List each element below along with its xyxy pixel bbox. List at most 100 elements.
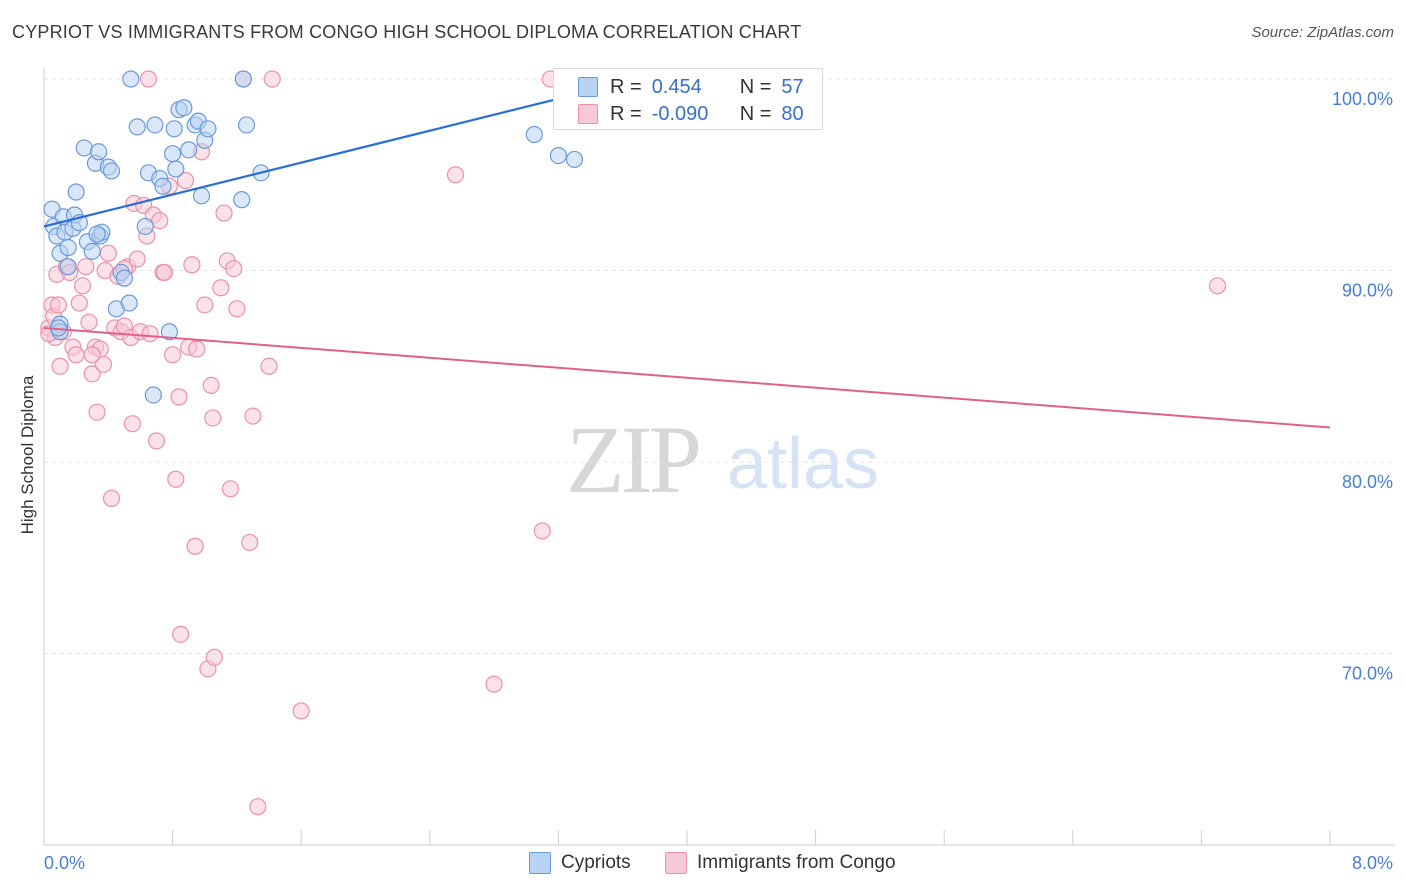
correlation-legend: R = 0.454 N = 57 R = -0.090 N = 80 [553, 68, 823, 130]
point-congo [170, 388, 188, 406]
axes [43, 68, 1395, 846]
point-congo [446, 166, 465, 184]
y-tick-label: 100.0% [1332, 89, 1393, 109]
legend-n-value: 80 [781, 102, 804, 125]
point-congo [155, 263, 174, 282]
point-congo [73, 277, 92, 295]
point-cypriots [192, 187, 211, 205]
point-cypriots [233, 191, 251, 209]
point-congo [204, 409, 222, 427]
point-cypriots [120, 294, 138, 312]
point-congo [102, 489, 121, 507]
tick-labels: 70.0% 80.0% 90.0% 100.0% 0.0% 8.0% [44, 89, 1393, 873]
legend-swatch-pink [665, 852, 687, 874]
point-congo [128, 250, 146, 268]
series-congo [40, 70, 1227, 816]
series-cypriots [43, 70, 584, 404]
trend-line-cypriots [43, 81, 623, 228]
point-congo [260, 357, 278, 375]
gridlines [44, 78, 1395, 654]
watermark-zip: ZIP [566, 406, 699, 513]
legend-n-label: N = [739, 75, 772, 98]
point-congo [212, 279, 230, 297]
point-cypriots [175, 99, 193, 117]
point-cypriots [128, 118, 146, 136]
trend-line-congo [43, 326, 1331, 429]
point-congo [244, 407, 262, 425]
y-tick-label: 70.0% [1342, 664, 1393, 684]
point-cypriots [549, 147, 568, 165]
point-cypriots [234, 70, 252, 88]
legend-swatch-blue [529, 852, 551, 874]
point-congo [67, 346, 85, 364]
point-cypriots [59, 258, 77, 276]
y-tick-label: 90.0% [1342, 281, 1393, 301]
point-congo [485, 675, 503, 693]
point-cypriots [160, 323, 178, 341]
point-congo [263, 70, 281, 88]
point-cypriots [102, 162, 121, 180]
point-congo [151, 212, 169, 230]
point-congo [292, 702, 310, 720]
x-tick-label-min: 0.0% [44, 853, 85, 873]
point-cypriots [199, 120, 217, 138]
series-legend: Cypriots Immigrants from Congo [0, 852, 1406, 878]
x-tick-label-max: 8.0% [1352, 853, 1393, 873]
point-congo [139, 70, 158, 88]
point-congo [202, 376, 220, 394]
point-cypriots [167, 160, 185, 178]
point-congo [80, 313, 98, 331]
legend-swatch-pink [578, 104, 598, 124]
point-cypriots [154, 177, 172, 195]
point-congo [183, 256, 201, 274]
point-cypriots [164, 145, 182, 163]
legend-r-value: 0.454 [651, 75, 702, 98]
legend-n-value: 57 [781, 75, 804, 98]
point-cypriots [88, 225, 106, 243]
point-congo [186, 537, 204, 555]
point-cypriots [122, 70, 140, 88]
point-cypriots [165, 120, 183, 138]
point-congo [167, 470, 185, 488]
point-congo [221, 480, 240, 498]
point-congo [172, 625, 190, 643]
point-cypriots [67, 183, 85, 201]
point-congo [141, 325, 159, 343]
point-congo [215, 204, 233, 222]
point-congo [205, 648, 223, 666]
point-congo [77, 258, 95, 276]
point-congo [99, 244, 117, 262]
point-congo [94, 355, 113, 373]
point-congo [83, 346, 101, 364]
point-cypriots [180, 141, 198, 159]
legend-item-label: Immigrants from Congo [697, 852, 896, 873]
point-congo [49, 296, 68, 314]
chart-title: CYPRIOT VS IMMIGRANTS FROM CONGO HIGH SC… [12, 22, 802, 42]
point-congo [249, 798, 267, 816]
point-congo [1208, 277, 1227, 295]
point-congo [196, 296, 214, 314]
point-congo [164, 346, 182, 364]
point-congo [188, 340, 206, 358]
point-congo [225, 259, 243, 278]
legend-row-cypriots: R = 0.454 N = 57 [578, 74, 804, 100]
legend-row-congo: R = -0.090 N = 80 [578, 101, 804, 127]
point-cypriots [115, 269, 133, 287]
point-congo [83, 365, 101, 383]
point-cypriots [237, 116, 256, 134]
legend-item-congo[interactable]: Immigrants from Congo [665, 852, 896, 874]
point-congo [70, 294, 88, 312]
legend-r-label: R = [610, 75, 642, 98]
point-cypriots [144, 386, 162, 404]
point-congo [228, 300, 246, 318]
y-axis-label: High School Diploma [18, 375, 37, 535]
legend-item-cypriots[interactable]: Cypriots [529, 852, 631, 874]
point-cypriots [75, 139, 93, 157]
point-cypriots [525, 125, 543, 144]
source-label: Source: ZipAtlas.com [1251, 24, 1394, 41]
legend-r-value: -0.090 [651, 102, 709, 125]
point-cypriots [136, 217, 154, 236]
point-congo [241, 533, 259, 552]
point-cypriots [565, 150, 584, 169]
